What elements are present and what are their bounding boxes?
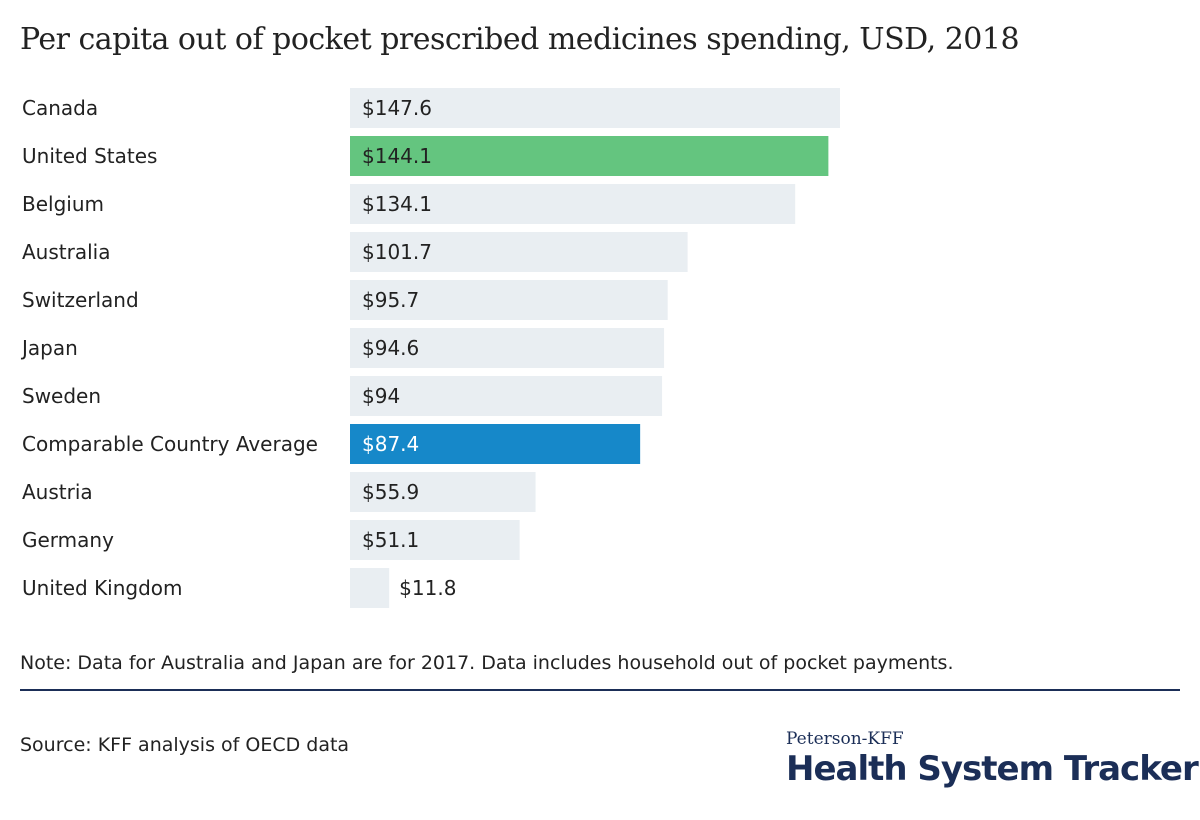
value-label-australia: $101.7 [362,240,432,264]
brand-logo: Peterson-KFF Health System Tracker [786,729,1199,789]
bar-australia [350,232,688,272]
bar-austria [350,472,536,512]
value-label-comparable-country-average: $87.4 [362,432,419,456]
footer-divider [20,689,1180,691]
value-label-belgium: $134.1 [362,192,432,216]
category-label-comparable-country-average: Comparable Country Average [22,432,318,456]
category-label-austria: Austria [22,480,93,504]
bar-united-kingdom [350,568,390,608]
value-label-sweden: $94 [362,384,400,408]
bar-united-states [350,136,829,176]
category-label-united-states: United States [22,144,157,168]
value-label-austria: $55.9 [362,480,419,504]
category-label-australia: Australia [22,240,110,264]
bar-sweden [350,376,663,416]
value-label-united-kingdom: $11.8 [399,576,456,600]
category-label-canada: Canada [22,96,98,120]
bar-canada [350,88,840,128]
brand-name-large: Health System Tracker [786,749,1199,789]
category-label-japan: Japan [20,336,78,360]
category-label-united-kingdom: United Kingdom [22,576,183,600]
bar-chart: Canada $147.6 United States $144.1 Belgium $1… [20,88,840,608]
value-label-canada: $147.6 [362,96,432,120]
chart-title: Per capita out of pocket prescribed medi… [20,22,1020,57]
value-label-switzerland: $95.7 [362,288,419,312]
bar-belgium [350,184,796,224]
value-label-germany: $51.1 [362,528,419,552]
bar-switzerland [350,280,668,320]
bar-japan [350,328,665,368]
chart-note: Note: Data for Australia and Japan are f… [20,652,954,674]
category-label-belgium: Belgium [22,192,104,216]
category-label-switzerland: Switzerland [22,288,139,312]
chart-source: Source: KFF analysis of OECD data [20,734,350,756]
value-label-japan: $94.6 [362,336,419,360]
brand-name-small: Peterson-KFF [786,729,904,749]
value-label-united-states: $144.1 [362,144,432,168]
bar-germany [350,520,520,560]
category-label-germany: Germany [22,528,114,552]
category-label-sweden: Sweden [22,384,101,408]
bar-comparable-country-average [350,424,641,464]
